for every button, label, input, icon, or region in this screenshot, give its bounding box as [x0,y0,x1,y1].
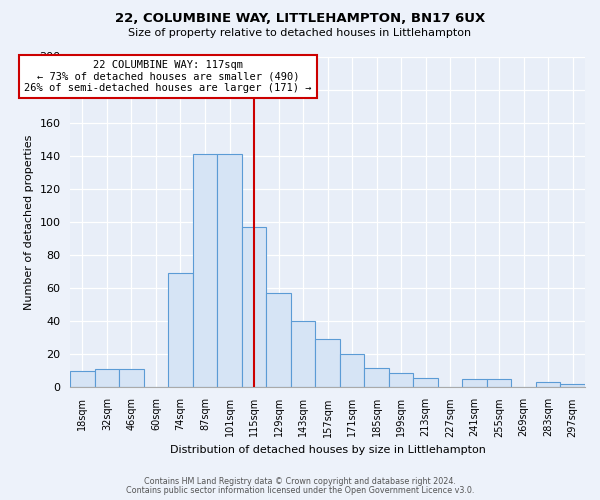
Bar [413,378,438,388]
Text: 22 COLUMBINE WAY: 117sqm
← 73% of detached houses are smaller (490)
26% of semi-: 22 COLUMBINE WAY: 117sqm ← 73% of detach… [25,60,312,93]
Text: Contains public sector information licensed under the Open Government Licence v3: Contains public sector information licen… [126,486,474,495]
Bar [168,274,193,388]
Bar [242,227,266,388]
Bar [291,322,316,388]
Bar [364,368,389,388]
Bar [95,369,119,388]
Bar [389,372,413,388]
Bar [70,371,95,388]
Bar [536,382,560,388]
Bar [266,293,291,388]
X-axis label: Distribution of detached houses by size in Littlehampton: Distribution of detached houses by size … [170,445,485,455]
Bar [487,379,511,388]
Text: Size of property relative to detached houses in Littlehampton: Size of property relative to detached ho… [128,28,472,38]
Text: 22, COLUMBINE WAY, LITTLEHAMPTON, BN17 6UX: 22, COLUMBINE WAY, LITTLEHAMPTON, BN17 6… [115,12,485,26]
Text: Contains HM Land Registry data © Crown copyright and database right 2024.: Contains HM Land Registry data © Crown c… [144,477,456,486]
Bar [340,354,364,388]
Bar [217,154,242,388]
Bar [463,379,487,388]
Y-axis label: Number of detached properties: Number of detached properties [24,134,34,310]
Bar [119,369,144,388]
Bar [560,384,585,388]
Bar [316,340,340,388]
Bar [193,154,217,388]
